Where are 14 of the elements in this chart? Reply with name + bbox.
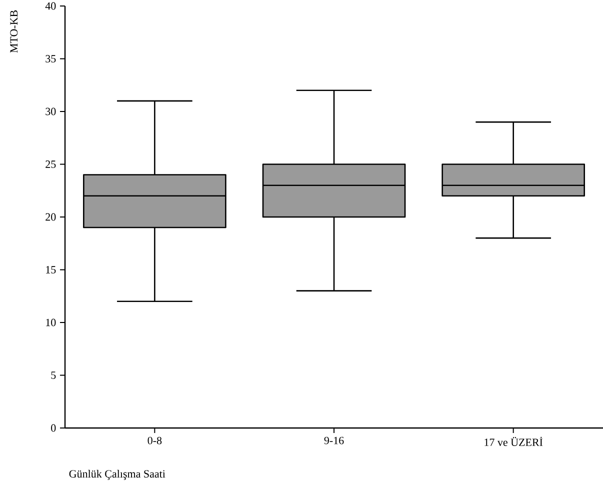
- y-tick-label: 5: [51, 372, 56, 379]
- y-axis-title: MTO-KB: [10, 10, 18, 53]
- y-tick-label: 30: [46, 108, 56, 116]
- y-tick-label: 40: [45, 2, 56, 10]
- x-tick-label: 0-8: [148, 436, 162, 444]
- x-axis-title: Günlük Çalışma Saati: [69, 470, 166, 480]
- y-tick-label: 25: [46, 160, 56, 168]
- y-tick-label: 35: [46, 55, 56, 62]
- x-tick-label: 17 ve ÜZERİ: [484, 436, 543, 446]
- y-tick-label: 10: [46, 318, 56, 326]
- y-tick-label: 0: [51, 424, 56, 432]
- x-tick-label: 9-16: [324, 436, 344, 444]
- y-tick-label: 20: [46, 213, 56, 221]
- y-tick-label: 15: [46, 266, 56, 274]
